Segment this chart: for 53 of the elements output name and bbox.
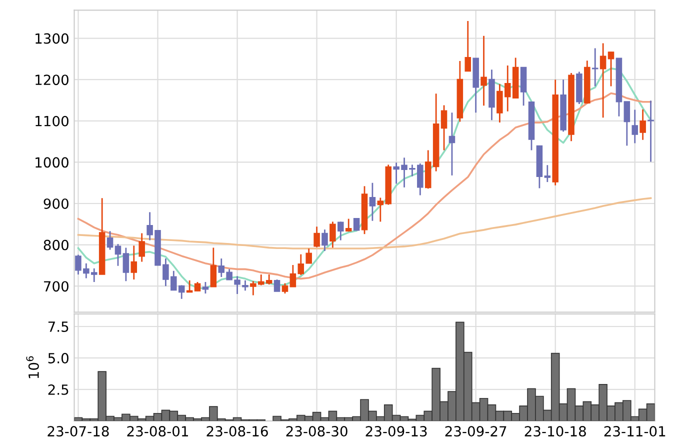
- x-tick-label: 23-11-01: [604, 426, 666, 437]
- candlestick: [448, 112, 456, 176]
- candlestick: [290, 264, 296, 288]
- line-series: [77, 197, 652, 250]
- candlestick: [194, 281, 201, 292]
- y-tick-label: 7.5: [48, 322, 68, 332]
- candlestick: [464, 20, 472, 72]
- candlestick: [306, 248, 312, 264]
- candlestick: [138, 232, 145, 262]
- candlestick: [345, 218, 352, 232]
- y-tick-label: 1200: [36, 74, 68, 86]
- candlestick: [544, 164, 551, 183]
- candlestick: [202, 281, 209, 294]
- candlestick: [298, 254, 304, 276]
- candlestick: [624, 100, 630, 146]
- candlestick: [648, 100, 654, 162]
- y-tick-label: 900: [44, 198, 68, 209]
- y-tick-label: 1300: [36, 33, 68, 44]
- y-tick-label: 5.0: [48, 352, 68, 364]
- candlestick: [440, 104, 448, 151]
- y-tick-label: 700: [44, 281, 68, 292]
- x-tick-label: 23-08-01: [127, 426, 188, 437]
- candlestick: [282, 282, 288, 294]
- candlestick: [353, 218, 360, 231]
- y-tick-label: 800: [44, 240, 68, 250]
- candlestick: [640, 108, 646, 141]
- candlestick: [600, 42, 606, 118]
- candlestick: [130, 244, 138, 280]
- candlestick: [122, 247, 130, 282]
- candlestick: [106, 230, 114, 250]
- candlestick: [314, 226, 320, 248]
- candlestick: [330, 220, 336, 248]
- candlestick: [608, 51, 614, 87]
- candlestick: [592, 48, 598, 87]
- candlestick: [322, 228, 328, 252]
- y-axis-title: 10$^{6}$: [26, 356, 39, 378]
- x-tick-label: 23-08-16: [206, 426, 268, 437]
- x-tick-label: 23-07-18: [48, 426, 109, 437]
- candlestick: [114, 243, 122, 267]
- x-tick-label: 23-09-13: [366, 426, 427, 437]
- y-tick-label: 1000: [36, 157, 68, 168]
- candlestick: [210, 247, 217, 288]
- candlestick: [274, 278, 280, 292]
- y-tick-label: 1100: [36, 116, 68, 126]
- candlestick: [369, 182, 376, 222]
- candlestick: [632, 109, 638, 144]
- x-tick-label: 23-10-18: [524, 426, 586, 437]
- x-tick-label: 23-09-27: [445, 426, 506, 437]
- x-tick-label: 23-08-30: [286, 426, 348, 437]
- candlestick: [242, 280, 248, 292]
- candlestick: [480, 35, 487, 106]
- y-tick-label: 2.5: [48, 384, 68, 395]
- candlestick: [338, 220, 344, 241]
